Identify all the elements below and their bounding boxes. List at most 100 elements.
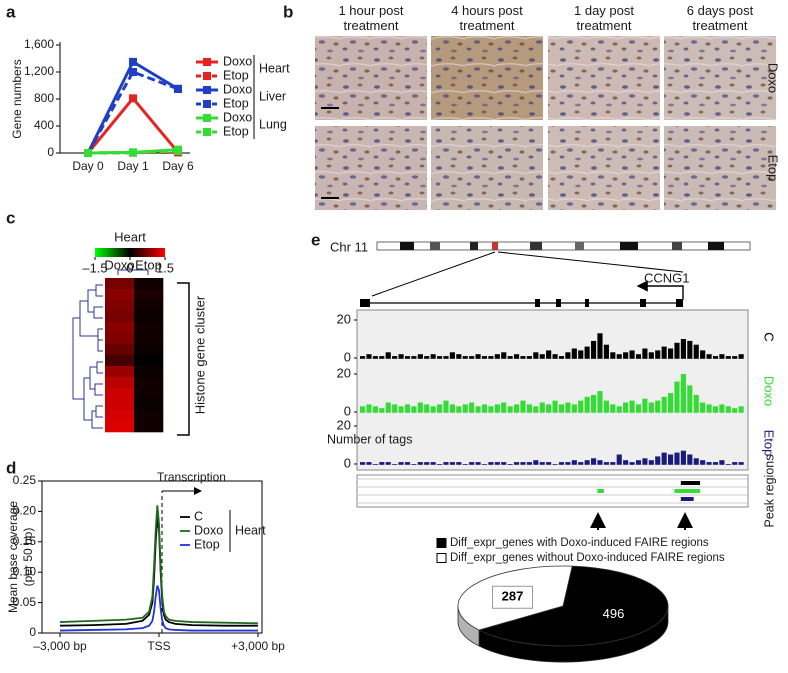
tag-bar: [533, 460, 539, 465]
y-tick-label: 800: [34, 91, 54, 105]
plot-frame: [41, 480, 263, 634]
tag-bar: [571, 404, 577, 413]
micrograph-texture: [315, 36, 427, 120]
tag-bar: [661, 346, 667, 359]
tag-bar: [591, 394, 597, 413]
heatmap-cell: [105, 344, 135, 356]
heatmap-cell: [105, 377, 135, 389]
tag-bar: [424, 356, 430, 359]
x-tick-label: –3,000 bp: [33, 639, 87, 653]
tag-bar: [597, 391, 603, 413]
tag-bar: [456, 406, 462, 413]
tag-bar: [539, 402, 545, 413]
y-tick-label: 20: [337, 311, 351, 326]
heatmap-cell: [105, 311, 135, 323]
tag-bar: [424, 462, 430, 465]
y-tick-label: 0: [29, 625, 36, 639]
tag-bar: [738, 406, 744, 413]
tag-bar: [507, 464, 513, 465]
tag-bar: [488, 356, 494, 359]
tag-bar: [552, 354, 558, 359]
legend-marker: [203, 100, 211, 108]
tag-bar: [366, 404, 372, 413]
legend-label: Diff_expr_genes without Doxo-induced FAI…: [450, 552, 725, 564]
x-tick-label: TSS: [147, 639, 170, 653]
tag-bar: [417, 462, 423, 465]
tag-bar: [616, 354, 622, 359]
y-tick-label: 1,600: [24, 37, 54, 51]
tag-bar: [385, 402, 391, 413]
tag-bar: [404, 356, 411, 359]
tag-bar: [514, 354, 520, 359]
tag-bar: [680, 374, 686, 413]
tag-bar: [546, 462, 552, 465]
column-header: 6 days post treatment: [686, 3, 754, 33]
tag-bar: [417, 354, 423, 359]
tag-bar: [494, 354, 500, 359]
micrograph-texture: [664, 36, 776, 120]
micrograph-texture: [548, 126, 660, 210]
panel-label: c: [6, 208, 15, 227]
tag-bar: [424, 404, 430, 413]
tag-bar: [462, 356, 468, 359]
tag-bar: [700, 402, 706, 413]
peak-region: [674, 489, 701, 493]
tag-bar: [700, 460, 706, 465]
tag-bar: [565, 402, 571, 413]
tag-bar: [642, 458, 648, 465]
heatmap-cell: [105, 388, 135, 400]
tag-bar: [481, 464, 488, 465]
heatmap-cell: [105, 289, 135, 301]
tag-bar: [520, 356, 526, 359]
tag-bar: [398, 354, 404, 359]
peak-region: [597, 489, 604, 493]
heatmap-cell: [105, 421, 135, 433]
tag-bar: [674, 381, 680, 413]
legend-label: Doxo: [223, 82, 252, 96]
tag-bar: [417, 402, 423, 413]
tag-bar: [584, 346, 590, 359]
tag-bar: [642, 398, 648, 413]
tag-bar: [546, 350, 552, 359]
colorbar-label: 1.5: [156, 260, 174, 275]
tag-bar: [655, 400, 661, 413]
tag-bar: [706, 404, 712, 413]
micrograph-texture: [315, 126, 427, 210]
chromosome-label: Chr 11: [330, 239, 368, 254]
tag-bar: [514, 462, 520, 465]
column-label: Etop: [135, 257, 162, 272]
tag-bar: [392, 356, 398, 359]
heatmap-cell: [134, 377, 164, 389]
tag-bar: [700, 350, 706, 359]
tag-bar: [437, 464, 443, 465]
tag-bar: [635, 354, 642, 359]
heatmap-cell: [105, 355, 135, 367]
gene-label: CCNG1: [644, 270, 690, 285]
tag-bar: [469, 402, 475, 413]
tag-bar: [680, 339, 686, 359]
tag-bar: [462, 404, 468, 413]
heatmap-cell: [134, 333, 164, 345]
tag-bar: [610, 352, 616, 359]
tag-bar: [687, 340, 693, 359]
point: [129, 94, 137, 103]
tag-bar: [610, 462, 616, 465]
pie-side-shade: [479, 606, 668, 662]
tag-bar: [693, 394, 699, 413]
tag-bar: [635, 404, 642, 413]
tag-bar: [693, 344, 699, 359]
tag-bar: [558, 404, 565, 413]
heatmap-cell: [134, 289, 164, 301]
peak-arrows: [590, 512, 693, 530]
heatmap-cell: [134, 366, 164, 378]
tag-bar: [520, 462, 526, 465]
y-tick-label: 0.05: [13, 595, 37, 609]
dendrogram: [72, 269, 149, 429]
tag-bar: [526, 404, 532, 413]
tag-bar: [501, 352, 507, 359]
tag-bar: [578, 350, 584, 359]
point: [129, 68, 137, 76]
row-label: Histone gene cluster: [192, 295, 207, 414]
tag-bar: [494, 404, 500, 413]
